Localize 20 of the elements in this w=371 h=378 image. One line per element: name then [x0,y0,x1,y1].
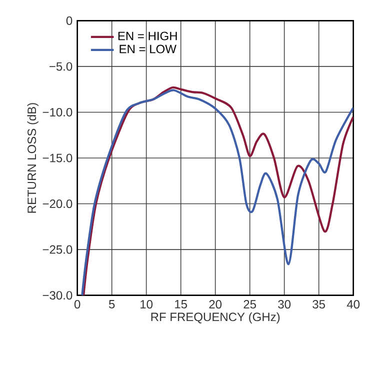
y-axis-title: RETURN LOSS (dB) [27,103,38,213]
y-tick-label: −30.0 [42,291,72,300]
legend-label: EN = LOW [120,44,176,54]
x-tick-label: 5 [108,300,115,308]
x-axis-title: RF FREQUENCY (GHz) [151,312,280,324]
y-tick-label: 0 [66,16,72,25]
x-tick-label: 35 [312,300,325,309]
x-tick-label: 10 [140,300,153,309]
x-tick-label: 15 [175,300,187,308]
y-tick-label: −10.0 [42,108,72,116]
x-tick-label: 25 [244,300,256,309]
legend-label: EN = HIGH [118,32,177,40]
y-tick-label: −5.0 [50,62,72,71]
y-tick-label: −20.0 [42,200,72,208]
x-tick-label: 30 [278,300,291,309]
x-tick-label: 0 [74,300,80,309]
y-tick-label: −25.0 [42,245,72,254]
x-tick-label: 40 [346,300,360,309]
x-tick-label: 20 [209,300,222,309]
y-tick-label: −15.0 [42,154,72,162]
